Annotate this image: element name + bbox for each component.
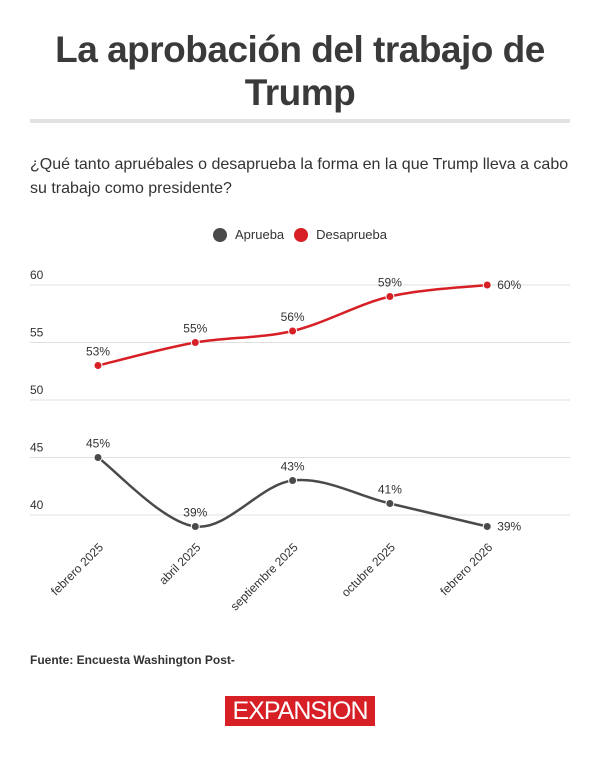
data-point xyxy=(385,499,395,508)
data-label: 41% xyxy=(378,483,402,497)
data-point xyxy=(190,522,200,531)
data-point xyxy=(93,453,103,462)
legend-dot-icon xyxy=(213,227,227,242)
data-label: 39% xyxy=(497,520,521,534)
data-label: 53% xyxy=(86,345,110,359)
data-label: 56% xyxy=(281,310,305,324)
x-tick-label: febrero 2026 xyxy=(437,540,495,598)
y-tick-label: 50 xyxy=(30,383,44,397)
x-tick-label: febrero 2025 xyxy=(48,540,106,598)
legend-item-aprueba[interactable]: Aprueba xyxy=(213,227,284,242)
data-point xyxy=(482,280,492,290)
data-label: 60% xyxy=(497,278,521,292)
y-tick-label: 45 xyxy=(30,441,44,455)
data-label: 45% xyxy=(86,437,110,451)
chart-subtitle: ¿Qué tanto apruébales o desaprueba la fo… xyxy=(30,156,569,197)
data-label: 55% xyxy=(183,322,207,336)
data-label: 39% xyxy=(183,506,207,520)
expansion-logo: EXPANSION xyxy=(225,696,375,726)
y-tick-label: 60 xyxy=(30,268,44,282)
data-point xyxy=(93,361,103,370)
series-line-desaprueba xyxy=(97,283,488,367)
x-tick-label: octubre 2025 xyxy=(339,540,399,600)
data-label: 59% xyxy=(378,276,402,290)
data-label: 43% xyxy=(281,460,305,474)
title-divider xyxy=(30,119,570,123)
y-tick-label: 40 xyxy=(30,498,44,512)
source-note: Fuente: Encuesta Washington Post- xyxy=(30,653,235,667)
x-tick-label: septiembre 2025 xyxy=(228,540,301,613)
data-point xyxy=(288,326,298,336)
line-chart: 40 45 50 55 60 febrero 2025 abril 2025 septiemb… xyxy=(30,268,570,613)
data-point xyxy=(288,476,298,485)
data-point xyxy=(482,522,492,531)
data-point xyxy=(190,338,200,347)
y-tick-label: 55 xyxy=(30,326,44,340)
legend-item-desaprueba[interactable]: Desaprueba xyxy=(294,227,387,242)
legend: Aprueba Desaprueba xyxy=(0,227,600,242)
legend-dot-icon xyxy=(294,227,309,242)
x-tick-label: abril 2025 xyxy=(156,540,203,587)
legend-label: Desaprueba xyxy=(316,227,387,242)
chart-title: La aprobación del trabajo de Trump xyxy=(55,29,545,113)
data-point xyxy=(385,292,395,301)
legend-label: Aprueba xyxy=(235,227,285,242)
